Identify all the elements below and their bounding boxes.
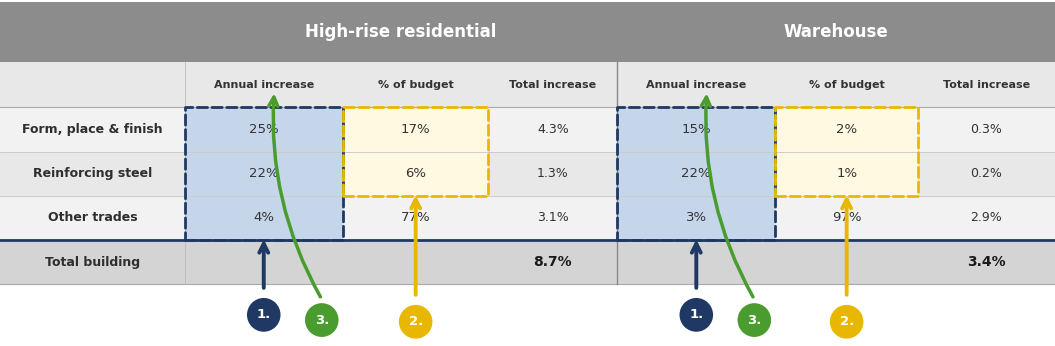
Text: 6%: 6% xyxy=(405,167,426,180)
Text: Total increase: Total increase xyxy=(510,80,596,90)
Ellipse shape xyxy=(247,298,281,332)
Text: Annual increase: Annual increase xyxy=(646,80,747,90)
Bar xyxy=(0,152,1055,196)
Text: Warehouse: Warehouse xyxy=(784,23,888,41)
Bar xyxy=(775,107,918,196)
Ellipse shape xyxy=(305,303,339,337)
Text: % of budget: % of budget xyxy=(809,80,884,90)
Text: 77%: 77% xyxy=(401,211,430,225)
Text: 22%: 22% xyxy=(682,167,711,180)
Bar xyxy=(0,2,1055,62)
Text: 8.7%: 8.7% xyxy=(534,255,572,269)
Text: Total building: Total building xyxy=(44,256,140,269)
Text: 3.: 3. xyxy=(314,313,329,327)
Text: 15%: 15% xyxy=(682,123,711,136)
Text: 3.4%: 3.4% xyxy=(967,255,1005,269)
Bar xyxy=(0,240,1055,284)
Text: 3%: 3% xyxy=(686,211,707,225)
Text: 22%: 22% xyxy=(249,167,279,180)
Text: 1.: 1. xyxy=(689,308,704,321)
Text: 0.2%: 0.2% xyxy=(971,167,1002,180)
Text: Reinforcing steel: Reinforcing steel xyxy=(33,167,152,180)
Ellipse shape xyxy=(399,305,433,339)
Text: 1.3%: 1.3% xyxy=(537,167,569,180)
Text: % of budget: % of budget xyxy=(378,80,454,90)
Ellipse shape xyxy=(679,298,713,332)
Text: 3.: 3. xyxy=(747,313,762,327)
Text: 25%: 25% xyxy=(249,123,279,136)
Text: 4.3%: 4.3% xyxy=(537,123,569,136)
Bar xyxy=(185,107,343,240)
Text: Other trades: Other trades xyxy=(47,211,137,225)
Bar xyxy=(0,62,1055,107)
Text: 97%: 97% xyxy=(832,211,861,225)
Text: High-rise residential: High-rise residential xyxy=(305,23,497,41)
Bar xyxy=(343,107,488,196)
Text: 1.: 1. xyxy=(256,308,271,321)
Bar xyxy=(0,107,1055,152)
Text: 4%: 4% xyxy=(253,211,274,225)
Text: 2.: 2. xyxy=(408,315,423,328)
Ellipse shape xyxy=(737,303,771,337)
Text: 2.9%: 2.9% xyxy=(971,211,1002,225)
Text: Annual increase: Annual increase xyxy=(213,80,314,90)
Text: 3.1%: 3.1% xyxy=(537,211,569,225)
Bar xyxy=(617,107,775,240)
Text: 17%: 17% xyxy=(401,123,430,136)
Ellipse shape xyxy=(830,305,863,339)
Text: Form, place & finish: Form, place & finish xyxy=(22,123,162,136)
Text: 2.: 2. xyxy=(840,315,853,328)
Text: 2%: 2% xyxy=(836,123,858,136)
Bar xyxy=(0,196,1055,240)
Text: Total increase: Total increase xyxy=(943,80,1030,90)
Text: 1%: 1% xyxy=(836,167,858,180)
Text: 0.3%: 0.3% xyxy=(971,123,1002,136)
